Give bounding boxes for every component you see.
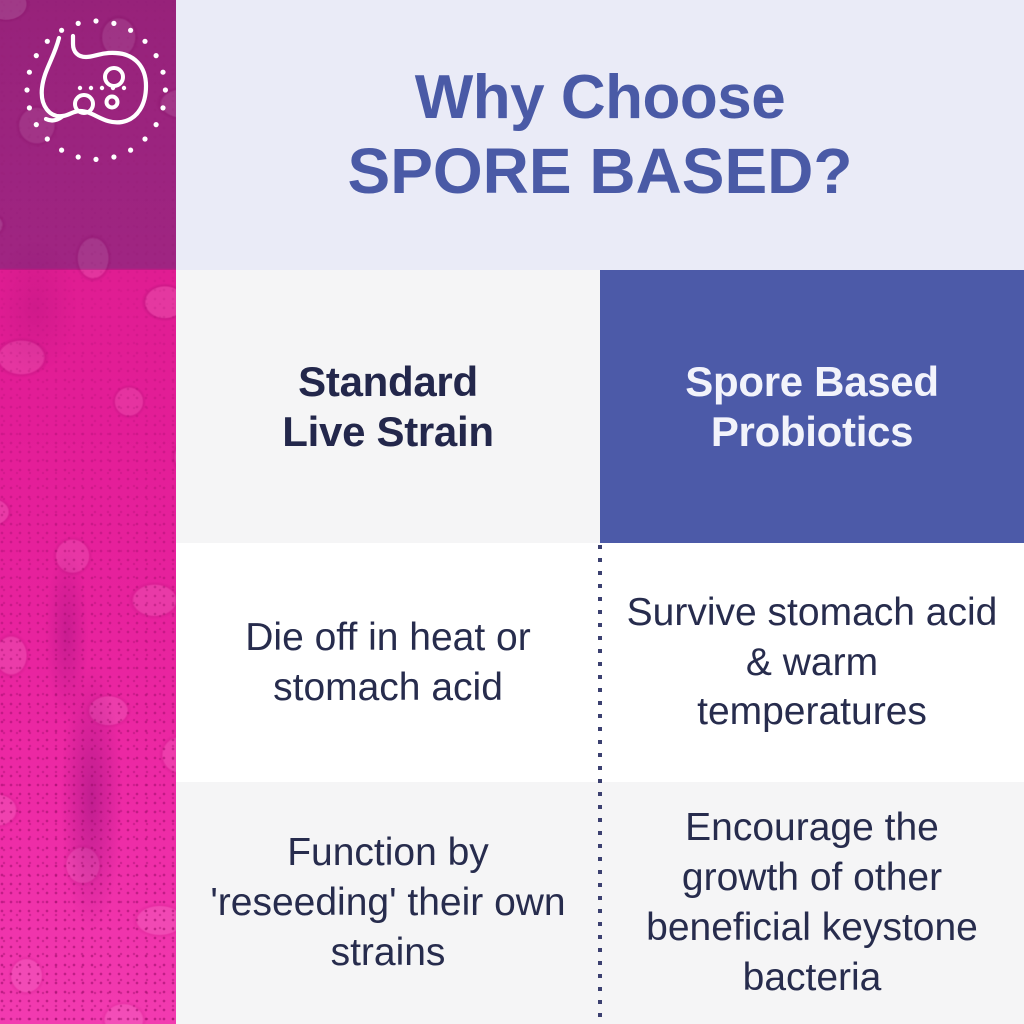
header-banner: Why Choose SPORE BASED? <box>176 0 1024 270</box>
cell-standard-row-1: Die off in heat or stomach acid <box>176 543 600 782</box>
cell-spore-row-1: Survive stomach acid & warm temperatures <box>600 543 1024 782</box>
cell-standard-row-2: Function by 'reseeding' their own strain… <box>176 782 600 1024</box>
texture-stipple-layer <box>0 0 176 1024</box>
cell-spore-row-1-text: Survive stomach acid & warm temperatures <box>626 590 998 734</box>
cell-spore-row-2-text: Encourage the growth of other beneficial… <box>646 806 978 999</box>
table-row: Function by 'reseeding' their own strain… <box>176 782 1024 1024</box>
column-divider <box>598 545 602 1024</box>
column-header-spore: Spore Based Probiotics <box>600 270 1024 543</box>
cell-standard-row-2-text: Function by 'reseeding' their own strain… <box>210 831 566 974</box>
table-header-row: Standard Live Strain Spore Based Probiot… <box>176 270 1024 543</box>
comparison-table: Standard Live Strain Spore Based Probiot… <box>176 270 1024 1024</box>
stomach-icon <box>24 18 168 162</box>
column-header-spore-text: Spore Based Probiotics <box>685 357 939 456</box>
texture-panel <box>0 0 176 1024</box>
cell-standard-row-1-text: Die off in heat or stomach acid <box>245 615 531 709</box>
page-title-line-2: SPORE BASED? <box>347 134 853 207</box>
page-title: Why Choose SPORE BASED? <box>348 62 853 208</box>
column-header-standard-line-2: Live Strain <box>282 407 494 455</box>
page-title-line-1: Why Choose <box>414 62 786 132</box>
column-header-standard: Standard Live Strain <box>176 270 600 543</box>
cell-spore-row-2: Encourage the growth of other beneficial… <box>600 782 1024 1024</box>
column-header-standard-line-1: Standard <box>298 357 478 405</box>
texture-top-shade <box>0 0 176 270</box>
column-header-standard-text: Standard Live Strain <box>282 357 494 456</box>
column-header-spore-line-2: Probiotics <box>710 407 914 455</box>
column-header-spore-line-1: Spore Based <box>685 357 939 405</box>
